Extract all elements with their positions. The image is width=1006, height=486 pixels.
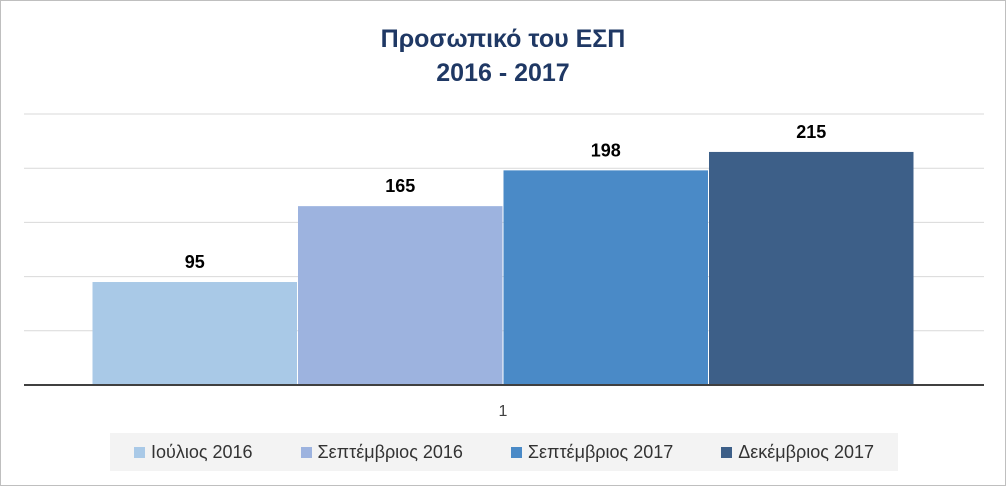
chart-title-line-1: Προσωπικό του ΕΣΠ [380,25,626,53]
x-tick-label: 1 [499,403,508,420]
legend: Ιούλιος 2016 Σεπτέμβριος 2016 Σεπτέμβριος … [110,433,898,471]
bar-1 [92,282,297,385]
chart-title: Προσωπικό του ΕΣΠ 2016 - 2017 [0,22,1006,90]
legend-swatch [510,446,522,458]
legend-item-4: Δεκέμβριος 2017 [721,442,874,463]
data-label-1: 95 [185,252,205,272]
legend-label: Σεπτέμβριος 2016 [317,441,463,462]
legend-item-1: Ιούλιος 2016 [133,441,253,463]
legend-swatch [721,446,733,458]
legend-label: Δεκέμβριος 2017 [738,441,874,462]
legend-label: Σεπτέμβριος 2017 [527,441,674,462]
legend-item-2: Σεπτέμβριος 2016 [300,441,463,463]
bars [92,151,914,385]
data-label-2: 165 [385,176,415,196]
bar-2 [298,206,503,385]
data-label-4: 215 [796,122,826,142]
data-label-3: 198 [591,140,621,160]
data-labels: 95 165 198 215 [185,122,827,272]
legend-swatch [133,446,145,458]
bar-3 [503,170,708,385]
legend-label: Ιούλιος 2016 [150,441,253,462]
legend-item-3: Σεπτέμβριος 2017 [510,441,674,463]
chart-title-line-2: 2016 - 2017 [436,59,570,87]
bar-4 [709,151,914,385]
legend-swatch [300,446,312,458]
